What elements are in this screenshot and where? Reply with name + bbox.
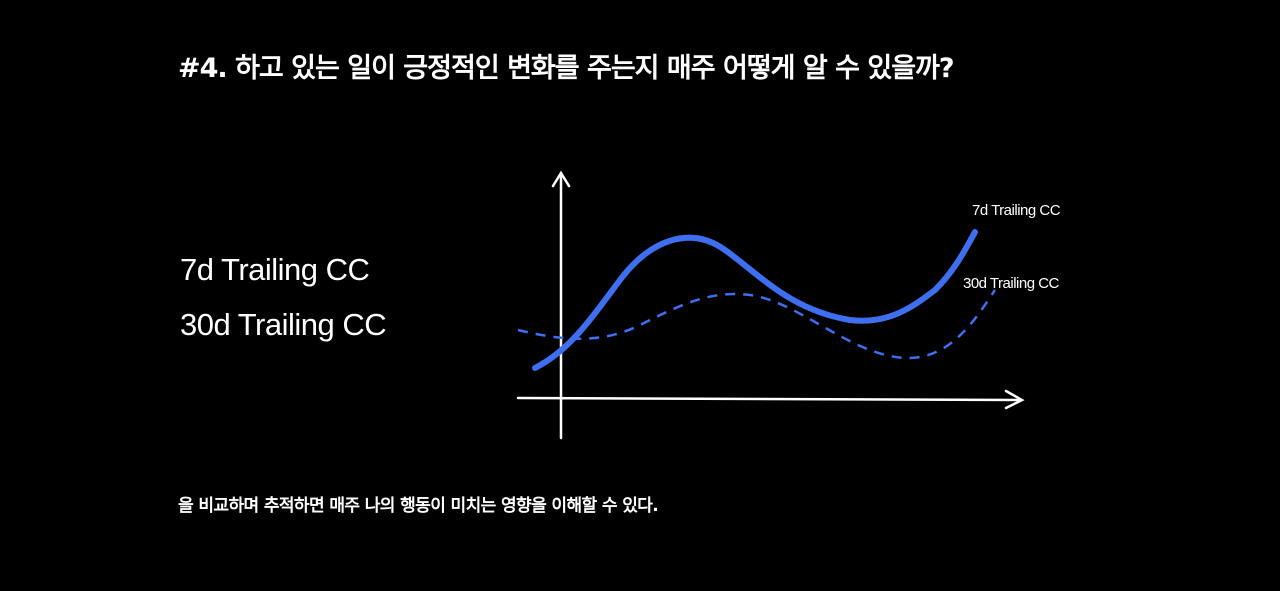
series-7d-curve: [532, 229, 978, 371]
x-axis-arrow: [1004, 389, 1025, 410]
legend-30d: 30d Trailing CC: [180, 307, 387, 342]
x-axis: [516, 396, 1022, 402]
caption: 을 비교하며 추적하면 매주 나의 행동이 미치는 영향을 이해할 수 있다.: [178, 496, 659, 516]
y-axis-arrow: [551, 170, 571, 188]
label-30d: 30d Trailing CC: [963, 275, 1059, 292]
label-7d: 7d Trailing CC: [972, 202, 1061, 219]
legend-7d: 7d Trailing CC: [180, 252, 370, 287]
slide-title: #4. 하고 있는 일이 긍정적인 변화를 주는지 매주 어떻게 알 수 있을까…: [178, 53, 955, 84]
